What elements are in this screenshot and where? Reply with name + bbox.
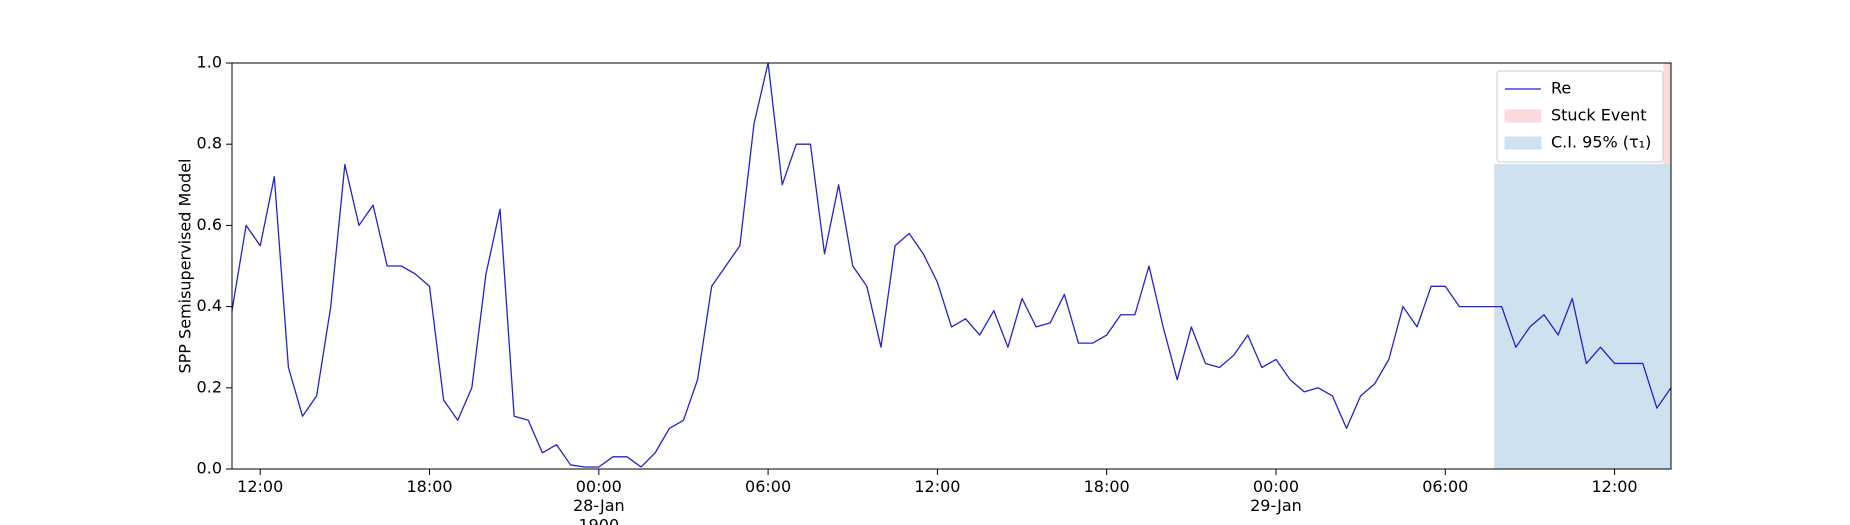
x-tick-label: 06:00: [745, 477, 791, 496]
x-tick-label: 06:00: [1422, 477, 1468, 496]
y-tick-label: 0.6: [197, 215, 222, 234]
legend: Re Stuck Event C.I. 95% (τ₁): [1496, 70, 1664, 163]
legend-patch: [1504, 136, 1542, 150]
x-tick-label: 12:00: [237, 477, 283, 496]
y-tick-label: 0.8: [197, 134, 222, 153]
legend-patch: [1504, 109, 1542, 123]
y-tick-label: 0.4: [197, 296, 222, 315]
x-tick-label: 12:00: [914, 477, 960, 496]
y-axis-label: SPP Semisupervised Model: [176, 159, 195, 374]
data-line: [231, 62, 1672, 468]
y-tick-label: 0.0: [197, 459, 222, 478]
shaded-span: [1494, 164, 1672, 470]
x-tick-label: 12:00: [1592, 477, 1638, 496]
legend-label: Re: [1551, 79, 1571, 98]
x-tick-label: 00:00 29-Jan: [1250, 477, 1302, 515]
x-tick-label: 00:00 28-Jan 1900: [573, 477, 625, 525]
y-tick-label: 1.0: [197, 53, 222, 72]
plot-frame: [231, 62, 1672, 470]
y-tick-label: 0.2: [197, 377, 222, 396]
legend-label: Stuck Event: [1551, 106, 1647, 125]
x-tick-label: 18:00: [1084, 477, 1130, 496]
legend-label: C.I. 95% (τ₁): [1551, 133, 1651, 152]
x-tick-label: 18:00: [406, 477, 452, 496]
